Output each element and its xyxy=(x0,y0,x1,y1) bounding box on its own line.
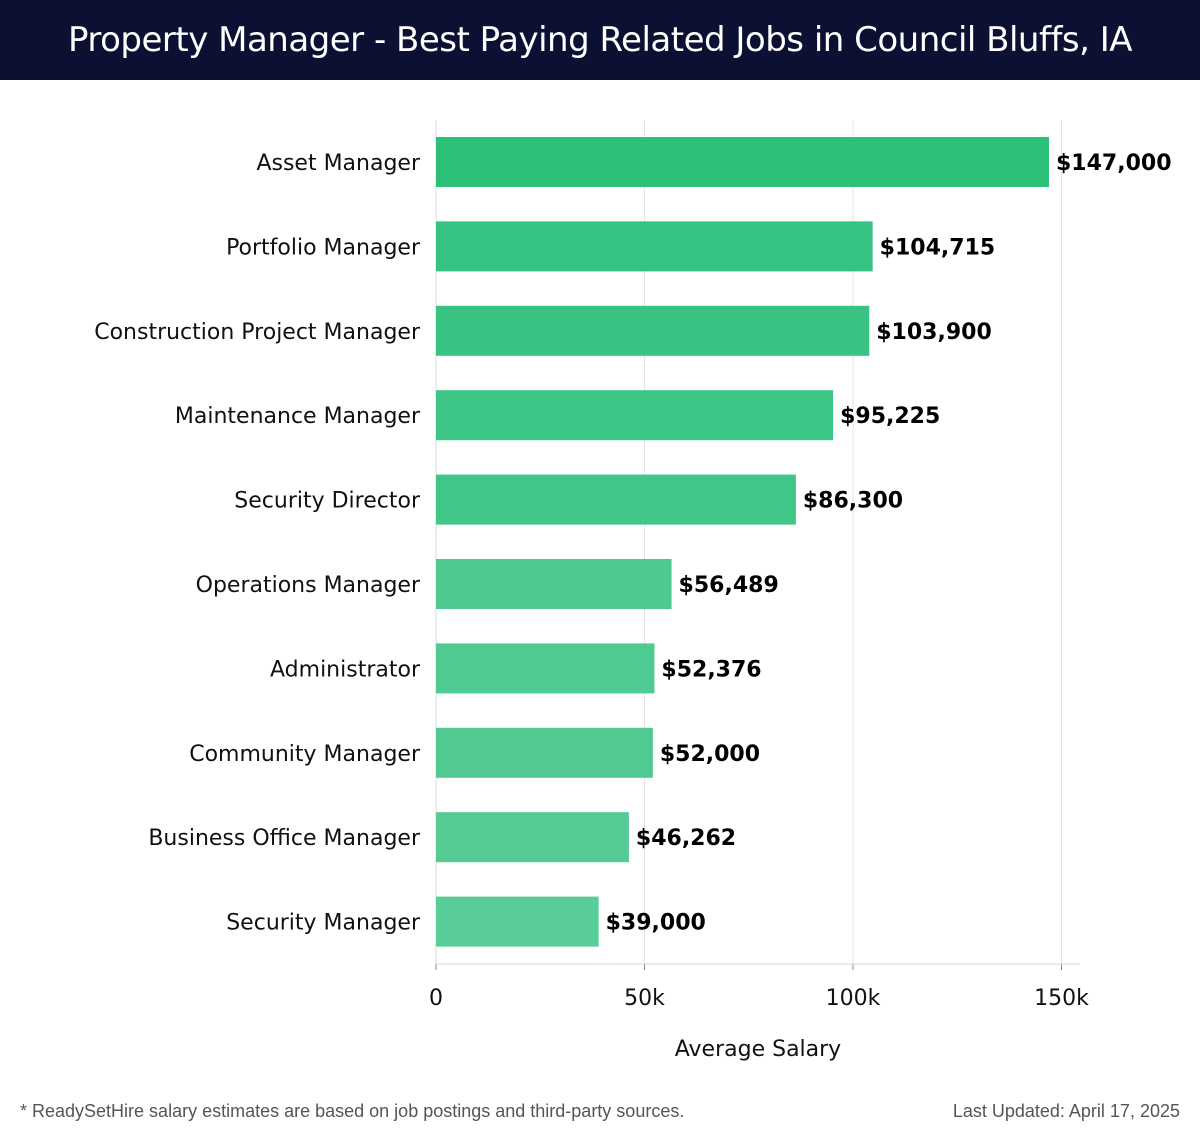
value-label: $52,376 xyxy=(661,657,761,682)
value-label: $52,000 xyxy=(660,742,760,767)
bar xyxy=(436,559,672,609)
last-updated: Last Updated: April 17, 2025 xyxy=(952,1101,1180,1121)
x-axis-title: Average Salary xyxy=(675,1037,841,1062)
category-label: Construction Project Manager xyxy=(94,320,421,345)
bar xyxy=(436,727,653,778)
category-label: Operations Manager xyxy=(196,573,421,598)
chart-header: Property Manager - Best Paying Related J… xyxy=(0,0,1200,80)
value-label: $46,262 xyxy=(636,826,736,851)
bar xyxy=(436,221,873,272)
value-label: $56,489 xyxy=(679,573,779,598)
x-tick-label: 150k xyxy=(1034,986,1089,1011)
category-label: Community Manager xyxy=(189,742,421,767)
category-label: Security Director xyxy=(234,489,421,514)
x-tick-label: 50k xyxy=(624,986,665,1011)
value-label: $147,000 xyxy=(1056,151,1172,176)
bar xyxy=(436,305,870,356)
bar xyxy=(436,643,655,694)
value-label: $104,715 xyxy=(880,235,996,260)
salary-bar-chart: 0 50k 100k 150k Asset Manager $147,000 Portfol… xyxy=(94,120,1172,1062)
category-label: Maintenance Manager xyxy=(175,404,421,429)
category-label: Administrator xyxy=(270,657,421,682)
bar xyxy=(436,812,629,863)
bar xyxy=(436,137,1049,187)
value-label: $95,225 xyxy=(840,404,940,429)
category-label: Security Manager xyxy=(226,911,421,936)
bar xyxy=(436,390,834,441)
value-label: $39,000 xyxy=(606,911,706,936)
bar xyxy=(436,896,599,947)
value-label: $103,900 xyxy=(876,320,992,345)
bar xyxy=(436,474,796,525)
category-label: Asset Manager xyxy=(256,151,421,176)
chart-title: Property Manager - Best Paying Related J… xyxy=(67,20,1133,60)
category-label: Portfolio Manager xyxy=(226,235,421,260)
x-tick-label: 0 xyxy=(429,986,443,1011)
footer-note: * ReadySetHire salary estimates are base… xyxy=(20,1101,685,1121)
x-tick-label: 100k xyxy=(826,986,881,1011)
value-label: $86,300 xyxy=(803,489,903,514)
category-label: Business Office Manager xyxy=(148,826,421,851)
